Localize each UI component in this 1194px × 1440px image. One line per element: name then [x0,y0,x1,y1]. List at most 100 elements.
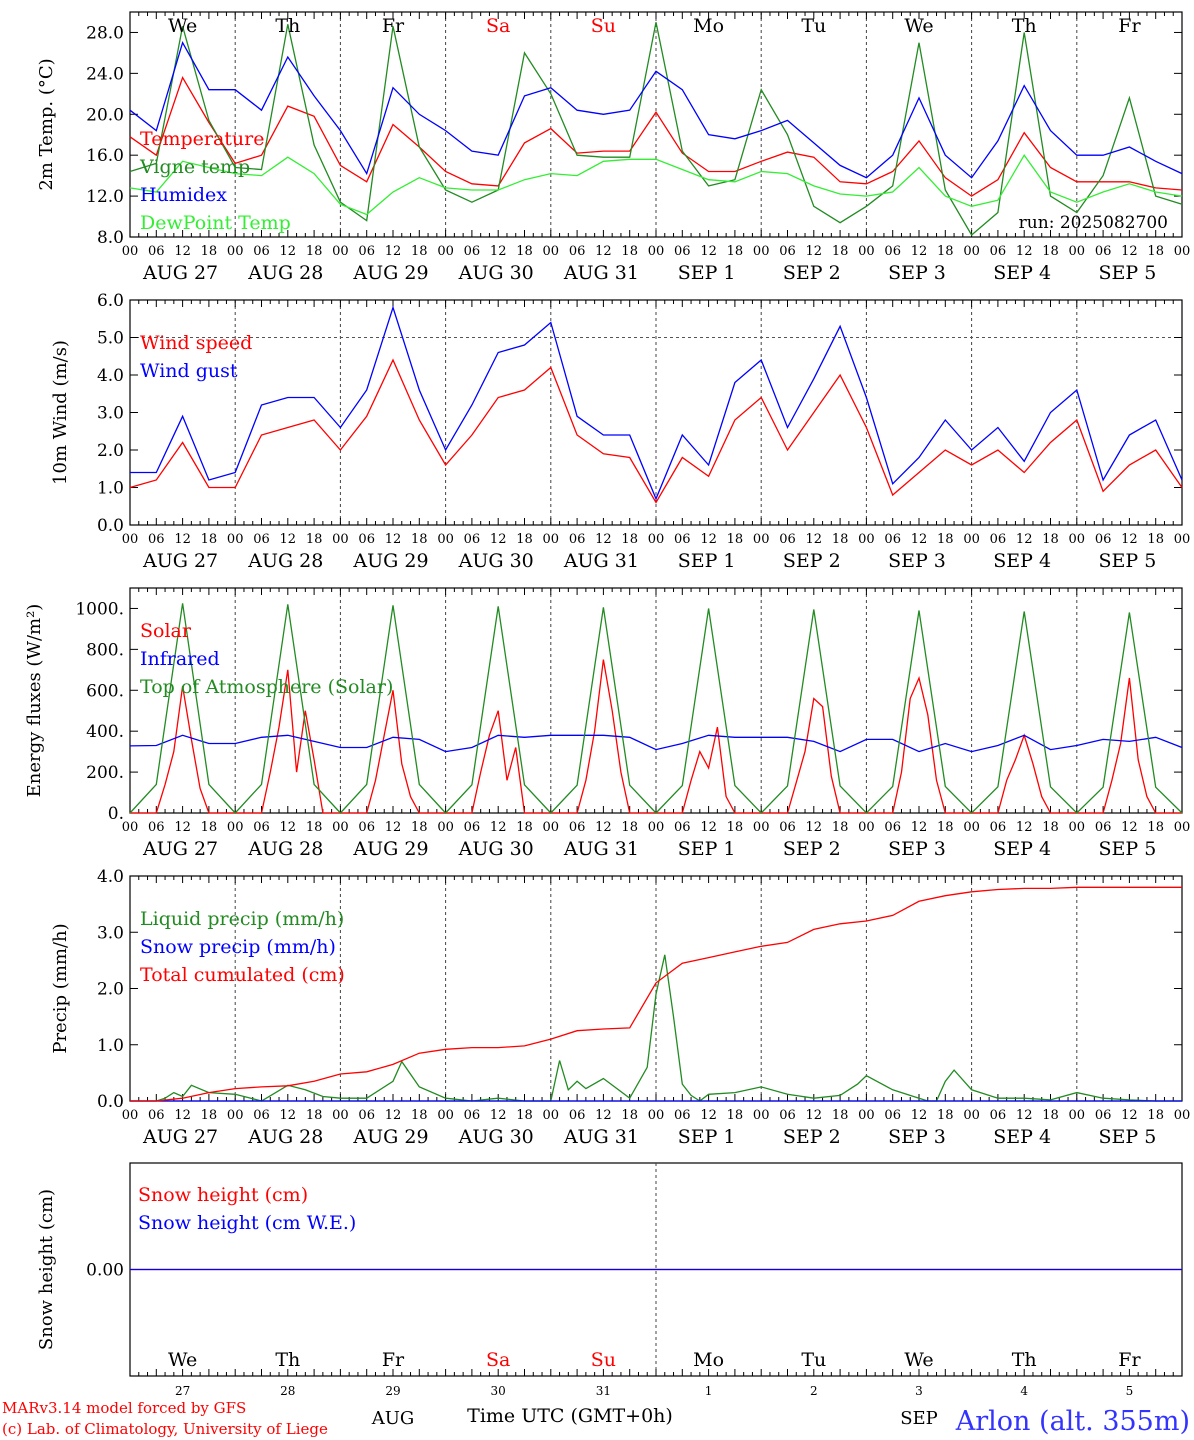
date-label: AUG 31 [563,838,639,860]
series-line-1 [129,358,1183,504]
x-tick-label: 12 [1016,1108,1033,1123]
x-tick-label: 06 [674,820,691,835]
x-tick-label: 12 [911,820,928,835]
date-label: AUG 29 [352,1126,428,1148]
y-tick-label: 20.0 [86,105,124,125]
x-tick-label: 12 [911,532,928,547]
x-tick-label: 06 [464,532,481,547]
x-tick-label: 12 [280,244,297,259]
day-number: 28 [280,1384,295,1398]
x-tick-label: 00 [1174,244,1191,259]
series-line-2 [129,22,1183,236]
date-label: SEP 2 [783,1126,841,1148]
date-label: AUG 30 [458,1126,534,1148]
legend-entry: Wind gust [140,360,238,382]
x-tick-label: 06 [569,1108,586,1123]
x-tick-label: 18 [201,532,218,547]
x-tick-label: 06 [148,244,165,259]
x-tick-label: 00 [963,820,980,835]
series-line-1 [130,659,1182,814]
x-tick-label: 18 [201,1108,218,1123]
x-tick-label: 06 [674,244,691,259]
x-tick-label: 06 [569,820,586,835]
x-tick-label: 18 [411,820,428,835]
weekday-label: Sa [486,15,510,37]
weekday-label: Fr [1118,15,1141,37]
x-tick-label: 00 [1069,532,1086,547]
series-line-3 [130,886,1182,1102]
x-tick-label: 18 [1042,820,1059,835]
x-tick-label: 12 [174,1108,191,1123]
x-tick-label: 12 [174,532,191,547]
weekday-label: Th [275,1349,300,1371]
panel-2: 0.0 1.0 2.0 3.0 4.0 5.0 6.0 10m Wind (m/s) Wind … [50,291,1190,572]
y-tick-label: 5.0 [97,329,124,349]
x-tick-label: 00 [648,1108,665,1123]
x-tick-label: 00 [963,244,980,259]
date-label: AUG 29 [352,838,428,860]
x-tick-label: 00 [963,532,980,547]
y-tick-label: 0.0 [97,516,124,536]
x-tick-label: 18 [306,244,323,259]
panel-4: 0.0 1.0 2.0 3.0 4.0 Precip (mm/h) Liquid preci… [50,867,1190,1148]
weekday-label: Fr [382,1349,405,1371]
x-tick-label: 18 [1147,820,1164,835]
date-label: SEP 3 [888,262,946,284]
x-tick-label: 12 [911,1108,928,1123]
y-tick-label: 0.0 [97,1092,124,1112]
date-label: AUG 27 [142,550,218,572]
panel-3: 0. 200. 400. 600. 800. 1000. Energy fluxes (W/… [24,587,1190,860]
x-tick-label: 00 [543,244,560,259]
date-label: AUG 27 [142,1126,218,1148]
month-label: AUG [371,1408,415,1429]
day-number: 31 [596,1384,611,1398]
date-label: SEP 5 [1098,1126,1156,1148]
date-label: SEP 4 [993,1126,1051,1148]
date-label: SEP 2 [783,838,841,860]
x-tick-label: 12 [280,1108,297,1123]
y-tick-label: 3.0 [97,923,124,943]
x-tick-label: 12 [1121,820,1138,835]
x-tick-label: 18 [937,1108,954,1123]
x-tick-label: 06 [358,244,375,259]
x-tick-label: 18 [727,532,744,547]
x-tick-label: 00 [1174,1108,1191,1123]
x-tick-label: 00 [227,1108,244,1123]
x-tick-label: 12 [806,820,823,835]
date-label: SEP 1 [678,550,736,572]
y-tick-label: 4.0 [97,366,124,386]
y-tick-label: 2.0 [97,441,124,461]
x-tick-label: 12 [595,1108,612,1123]
day-number: 27 [175,1384,190,1398]
x-tick-label: 06 [779,1108,796,1123]
x-tick-label: 00 [122,532,139,547]
x-tick-label: 12 [1121,1108,1138,1123]
x-tick-label: 00 [858,532,875,547]
legend-entry: DewPoint Temp [140,212,291,234]
x-tick-label: 06 [253,532,270,547]
x-tick-label: 06 [358,820,375,835]
credit-line-1: MARv3.14 model forced by GFS [2,1399,246,1417]
day-number: 5 [1126,1384,1134,1398]
x-tick-label: 00 [437,1108,454,1123]
x-tick-label: 06 [569,532,586,547]
y-axis-label: 2m Temp. (°C) [36,58,57,190]
y-tick-label: 24.0 [86,64,124,84]
x-tick-label: 00 [122,820,139,835]
date-label: SEP 3 [888,550,946,572]
y-axis-label: 10m Wind (m/s) [50,340,71,485]
panel-1: 8.0 12.0 16.0 20.0 24.0 28.0 2m Temp. (°C) Temp… [36,11,1191,284]
date-label: AUG 27 [142,838,218,860]
y-tick-label: 200. [86,763,124,783]
legend-entry: Wind speed [140,332,252,354]
plot-frame [129,299,1183,526]
run-label: run: 2025082700 [1019,213,1168,233]
day-number: 2 [810,1384,818,1398]
x-tick-label: 00 [227,244,244,259]
x-tick-label: 00 [753,820,770,835]
panels: 8.012.016.020.024.028.02m Temp. (°C) Temp… [24,11,1191,1429]
x-tick-label: 06 [884,1108,901,1123]
x-tick-label: 00 [332,820,349,835]
x-tick-label: 18 [516,820,533,835]
x-tick-label: 06 [253,244,270,259]
